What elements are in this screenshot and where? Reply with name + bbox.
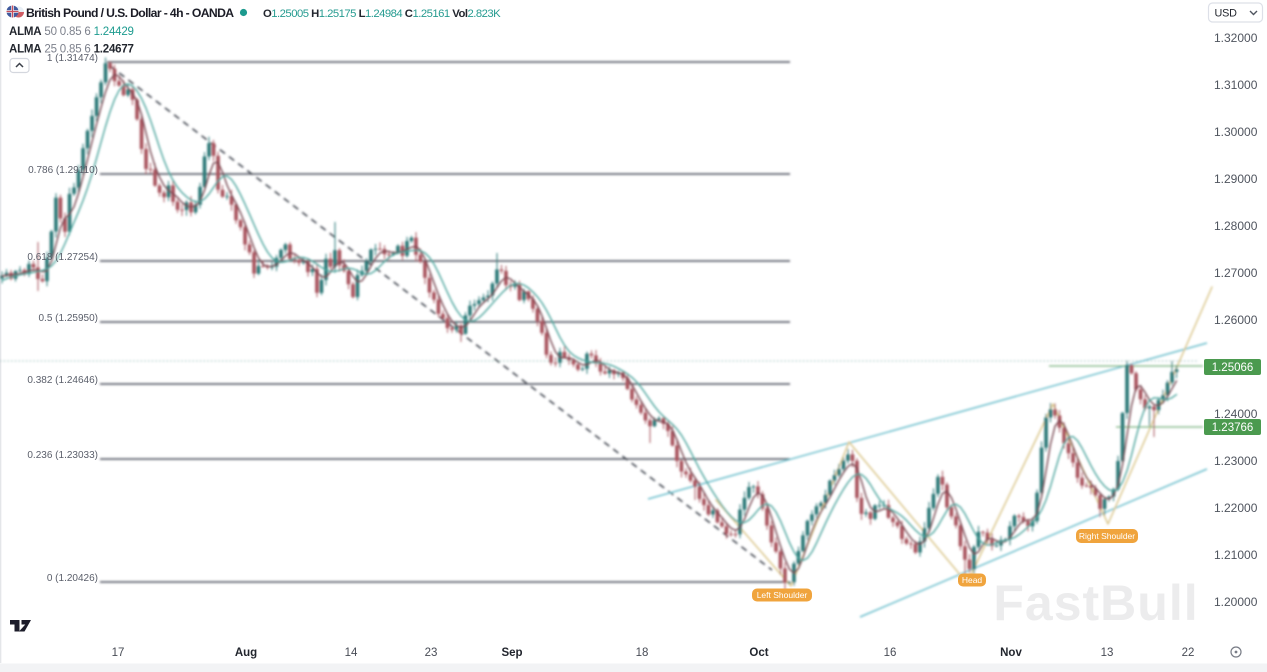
svg-text:1.29000: 1.29000 bbox=[1214, 172, 1258, 186]
svg-text:0.382 (1.24646): 0.382 (1.24646) bbox=[27, 375, 98, 386]
svg-text:Left Shoulder: Left Shoulder bbox=[757, 590, 808, 600]
svg-text:ALMA 50 0.85 6 1.24429: ALMA 50 0.85 6 1.24429 bbox=[9, 26, 134, 38]
svg-text:0.618 (1.27254): 0.618 (1.27254) bbox=[27, 252, 98, 263]
svg-text:British Pound / U.S. Dollar -: British Pound / U.S. Dollar - 4h - OANDA bbox=[26, 6, 234, 20]
svg-text:1.27000: 1.27000 bbox=[1214, 266, 1258, 280]
svg-text:1.22000: 1.22000 bbox=[1214, 501, 1258, 515]
svg-text:Oct: Oct bbox=[749, 647, 768, 659]
svg-text:0.786 (1.29110): 0.786 (1.29110) bbox=[28, 165, 98, 176]
svg-text:1.32000: 1.32000 bbox=[1214, 31, 1258, 45]
svg-text:1.31000: 1.31000 bbox=[1214, 78, 1258, 92]
svg-text:14: 14 bbox=[345, 647, 358, 659]
svg-text:Nov: Nov bbox=[1000, 647, 1022, 659]
svg-text:1.23000: 1.23000 bbox=[1214, 454, 1258, 468]
svg-text:Head: Head bbox=[962, 575, 983, 585]
svg-text:1 (1.31474): 1 (1.31474) bbox=[47, 53, 98, 64]
svg-text:13: 13 bbox=[1101, 647, 1114, 659]
svg-text:Sep: Sep bbox=[501, 647, 522, 659]
svg-text:0.5 (1.25950): 0.5 (1.25950) bbox=[39, 313, 99, 324]
svg-text:22: 22 bbox=[1182, 647, 1195, 659]
svg-text:FastBull: FastBull bbox=[993, 575, 1198, 631]
svg-text:1.21000: 1.21000 bbox=[1214, 548, 1258, 562]
svg-text:1.30000: 1.30000 bbox=[1214, 125, 1258, 139]
svg-text:0.236 (1.23033): 0.236 (1.23033) bbox=[27, 450, 98, 461]
svg-text:Aug: Aug bbox=[235, 647, 257, 659]
svg-text:1.23766: 1.23766 bbox=[1212, 422, 1254, 434]
svg-text:ALMA 25 0.85 6 1.24677: ALMA 25 0.85 6 1.24677 bbox=[9, 44, 134, 56]
svg-text:Right Shoulder: Right Shoulder bbox=[1079, 531, 1135, 541]
svg-text:17: 17 bbox=[112, 647, 125, 659]
svg-text:O1.25005 H1.25175 L1.24984 C1.: O1.25005 H1.25175 L1.24984 C1.25161 Vol2… bbox=[263, 8, 501, 20]
svg-text:USD: USD bbox=[1215, 8, 1238, 20]
svg-text:1.28000: 1.28000 bbox=[1214, 219, 1258, 233]
svg-text:18: 18 bbox=[636, 647, 649, 659]
svg-text:16: 16 bbox=[884, 647, 897, 659]
svg-text:1.20000: 1.20000 bbox=[1214, 595, 1258, 609]
svg-text:1.25066: 1.25066 bbox=[1212, 362, 1254, 374]
svg-text:1.26000: 1.26000 bbox=[1214, 313, 1258, 327]
svg-text:1.24000: 1.24000 bbox=[1214, 407, 1258, 421]
svg-text:23: 23 bbox=[425, 647, 438, 659]
svg-text:0 (1.20426): 0 (1.20426) bbox=[47, 573, 98, 584]
